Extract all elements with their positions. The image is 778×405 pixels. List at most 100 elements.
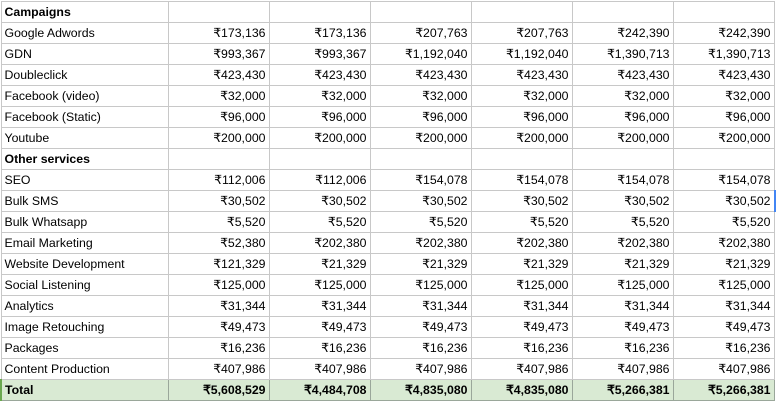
- line-item-cell[interactable]: Content Production: [0, 358, 169, 380]
- line-item-cell[interactable]: Packages: [0, 337, 169, 359]
- line-item-cell[interactable]: Bulk SMS: [0, 190, 169, 212]
- value-cell[interactable]: ₹1,192,040: [470, 43, 573, 65]
- value-cell[interactable]: ₹242,390: [571, 22, 674, 44]
- value-cell[interactable]: [268, 148, 371, 170]
- value-cell[interactable]: ₹49,473: [369, 316, 472, 338]
- total-value-cell[interactable]: ₹5,266,381: [571, 379, 674, 401]
- value-cell[interactable]: ₹31,344: [268, 295, 371, 317]
- value-cell[interactable]: ₹423,430: [268, 64, 371, 86]
- value-cell[interactable]: ₹30,502: [571, 190, 674, 212]
- value-cell[interactable]: ₹202,380: [369, 232, 472, 254]
- line-item-cell[interactable]: Facebook (video): [0, 85, 169, 107]
- value-cell[interactable]: ₹202,380: [268, 232, 371, 254]
- total-label-cell[interactable]: Total: [0, 379, 169, 401]
- value-cell[interactable]: ₹21,329: [470, 253, 573, 275]
- value-cell[interactable]: ₹16,236: [571, 337, 674, 359]
- value-cell[interactable]: ₹21,329: [672, 253, 775, 275]
- value-cell[interactable]: ₹32,000: [268, 85, 371, 107]
- value-cell[interactable]: ₹16,236: [268, 337, 371, 359]
- value-cell[interactable]: ₹154,078: [571, 169, 674, 191]
- value-cell[interactable]: ₹49,473: [571, 316, 674, 338]
- value-cell[interactable]: ₹200,000: [672, 127, 775, 149]
- value-cell[interactable]: ₹173,136: [167, 22, 270, 44]
- value-cell[interactable]: ₹5,520: [268, 211, 371, 233]
- line-item-cell[interactable]: GDN: [0, 43, 169, 65]
- value-cell[interactable]: ₹96,000: [167, 106, 270, 128]
- value-cell[interactable]: [571, 148, 674, 170]
- value-cell[interactable]: ₹21,329: [369, 253, 472, 275]
- value-cell[interactable]: ₹96,000: [571, 106, 674, 128]
- value-cell[interactable]: ₹202,380: [470, 232, 573, 254]
- value-cell[interactable]: ₹96,000: [672, 106, 775, 128]
- value-cell[interactable]: ₹16,236: [167, 337, 270, 359]
- value-cell[interactable]: ₹16,236: [369, 337, 472, 359]
- value-cell[interactable]: ₹112,006: [167, 169, 270, 191]
- value-cell[interactable]: ₹200,000: [268, 127, 371, 149]
- value-cell[interactable]: ₹993,367: [167, 43, 270, 65]
- value-cell[interactable]: ₹407,986: [369, 358, 472, 380]
- value-cell[interactable]: ₹1,390,713: [672, 43, 775, 65]
- value-cell[interactable]: ₹31,344: [672, 295, 775, 317]
- value-cell[interactable]: ₹1,192,040: [369, 43, 472, 65]
- line-item-cell[interactable]: Analytics: [0, 295, 169, 317]
- value-cell[interactable]: ₹32,000: [369, 85, 472, 107]
- line-item-cell[interactable]: Youtube: [0, 127, 169, 149]
- value-cell[interactable]: ₹407,986: [167, 358, 270, 380]
- line-item-cell[interactable]: SEO: [0, 169, 169, 191]
- value-cell[interactable]: ₹202,380: [571, 232, 674, 254]
- total-value-cell[interactable]: ₹4,484,708: [268, 379, 371, 401]
- value-cell[interactable]: ₹52,380: [167, 232, 270, 254]
- value-cell[interactable]: ₹32,000: [672, 85, 775, 107]
- value-cell[interactable]: [369, 148, 472, 170]
- value-cell[interactable]: ₹96,000: [369, 106, 472, 128]
- value-cell[interactable]: ₹407,986: [268, 358, 371, 380]
- value-cell[interactable]: [369, 1, 472, 23]
- value-cell[interactable]: ₹154,078: [470, 169, 573, 191]
- value-cell[interactable]: ₹207,763: [369, 22, 472, 44]
- value-cell[interactable]: ₹32,000: [571, 85, 674, 107]
- value-cell[interactable]: ₹407,986: [470, 358, 573, 380]
- value-cell[interactable]: ₹200,000: [470, 127, 573, 149]
- value-cell[interactable]: ₹154,078: [369, 169, 472, 191]
- value-cell[interactable]: [167, 1, 270, 23]
- value-cell[interactable]: [672, 148, 775, 170]
- value-cell[interactable]: ₹49,473: [268, 316, 371, 338]
- value-cell[interactable]: ₹200,000: [571, 127, 674, 149]
- value-cell[interactable]: [268, 1, 371, 23]
- value-cell[interactable]: ₹5,520: [369, 211, 472, 233]
- value-cell[interactable]: ₹125,000: [672, 274, 775, 296]
- value-cell[interactable]: ₹30,502: [470, 190, 573, 212]
- value-cell[interactable]: ₹49,473: [672, 316, 775, 338]
- total-value-cell[interactable]: ₹5,608,529: [167, 379, 270, 401]
- value-cell[interactable]: ₹125,000: [268, 274, 371, 296]
- value-cell[interactable]: ₹31,344: [369, 295, 472, 317]
- line-item-cell[interactable]: Image Retouching: [0, 316, 169, 338]
- value-cell[interactable]: ₹423,430: [167, 64, 270, 86]
- value-cell[interactable]: [167, 148, 270, 170]
- value-cell[interactable]: [571, 1, 674, 23]
- total-value-cell[interactable]: ₹4,835,080: [470, 379, 573, 401]
- value-cell[interactable]: ₹125,000: [571, 274, 674, 296]
- value-cell[interactable]: ₹5,520: [470, 211, 573, 233]
- value-cell[interactable]: ₹125,000: [470, 274, 573, 296]
- value-cell[interactable]: ₹96,000: [470, 106, 573, 128]
- value-cell[interactable]: ₹30,502: [369, 190, 472, 212]
- value-cell[interactable]: ₹32,000: [167, 85, 270, 107]
- line-item-cell[interactable]: Bulk Whatsapp: [0, 211, 169, 233]
- value-cell[interactable]: ₹31,344: [470, 295, 573, 317]
- value-cell[interactable]: ₹125,000: [167, 274, 270, 296]
- line-item-cell[interactable]: Social Listening: [0, 274, 169, 296]
- value-cell[interactable]: ₹407,986: [571, 358, 674, 380]
- value-cell[interactable]: ₹21,329: [268, 253, 371, 275]
- value-cell[interactable]: [672, 1, 775, 23]
- value-cell[interactable]: ₹30,502: [167, 190, 270, 212]
- total-value-cell[interactable]: ₹4,835,080: [369, 379, 472, 401]
- value-cell[interactable]: ₹993,367: [268, 43, 371, 65]
- value-cell[interactable]: ₹31,344: [571, 295, 674, 317]
- value-cell[interactable]: [470, 1, 573, 23]
- value-cell[interactable]: ₹112,006: [268, 169, 371, 191]
- value-cell[interactable]: ₹173,136: [268, 22, 371, 44]
- total-value-cell[interactable]: ₹5,266,381: [672, 379, 775, 401]
- section-label-cell[interactable]: Campaigns: [0, 1, 169, 23]
- line-item-cell[interactable]: Doubleclick: [0, 64, 169, 86]
